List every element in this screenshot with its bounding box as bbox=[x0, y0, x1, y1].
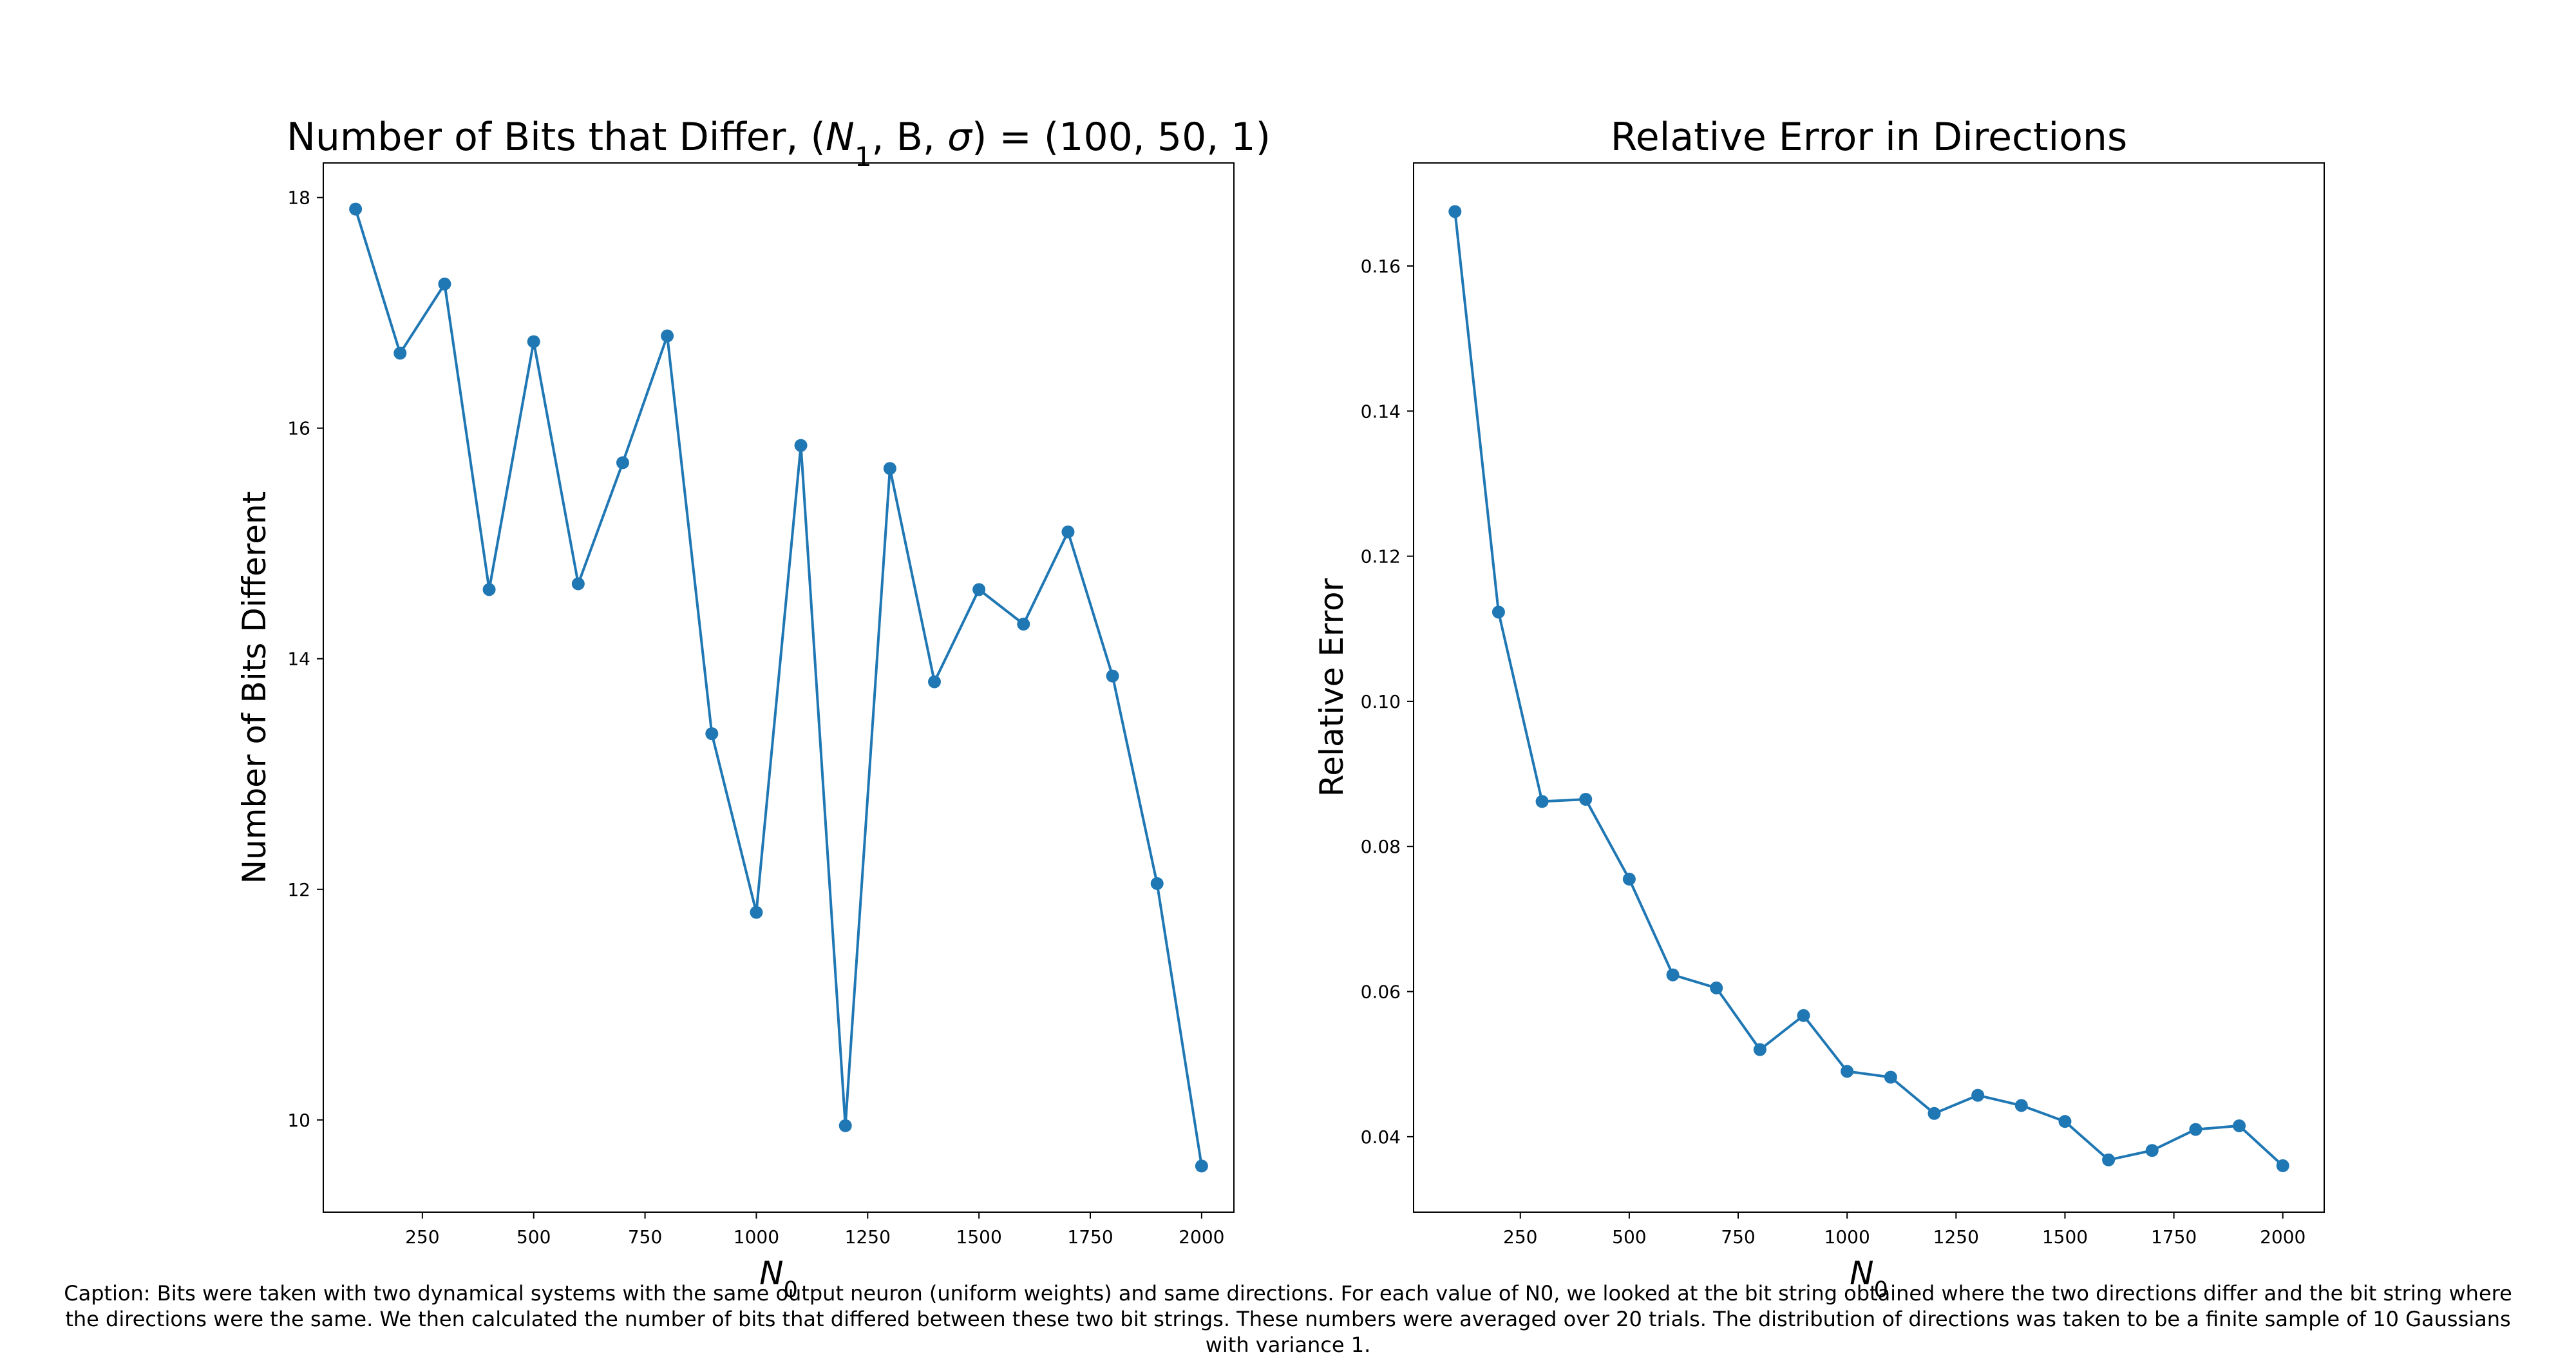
left-x-tick-label: 1750 bbox=[1067, 1226, 1113, 1248]
left-data-point bbox=[838, 1119, 852, 1132]
left-x-tick-label: 500 bbox=[516, 1226, 551, 1248]
right-data-point bbox=[1666, 968, 1680, 982]
right-x-tick-label: 750 bbox=[1721, 1226, 1755, 1248]
right-y-tick-label: 0.10 bbox=[1361, 691, 1401, 712]
right-data-point bbox=[1579, 792, 1593, 806]
left-data-point bbox=[705, 727, 719, 741]
right-data-point bbox=[2014, 1099, 2028, 1112]
right-y-axis-label: Relative Error bbox=[1313, 578, 1350, 797]
right-x-axis-label: N0 bbox=[1850, 1255, 1888, 1303]
caption: Caption: Bits were taken with two dynami… bbox=[0, 1280, 2576, 1358]
left-y-tick-label: 16 bbox=[287, 418, 310, 439]
left-plot-frame bbox=[323, 162, 1235, 1213]
right-data-point bbox=[1797, 1009, 1810, 1022]
right-series-line bbox=[1454, 211, 2284, 1167]
left-x-tick-label: 1250 bbox=[845, 1226, 891, 1248]
right-data-point bbox=[1927, 1107, 1941, 1120]
left-data-point bbox=[571, 577, 585, 591]
right-data-point bbox=[1710, 981, 1723, 994]
right-x-tick-label: 1750 bbox=[2151, 1226, 2197, 1248]
left-series-line bbox=[354, 209, 1203, 1166]
left-x-tick-label: 1500 bbox=[956, 1226, 1002, 1248]
right-data-point bbox=[2233, 1119, 2246, 1132]
left-data-point bbox=[750, 906, 763, 919]
left-data-point bbox=[928, 675, 942, 689]
right-x-tick-label: 1000 bbox=[1824, 1226, 1870, 1248]
caption-line-2: the directions were the same. We then ca… bbox=[65, 1307, 2511, 1331]
right-data-point bbox=[2189, 1123, 2202, 1136]
left-data-point bbox=[616, 456, 629, 470]
right-data-point bbox=[1448, 205, 1462, 218]
right-data-point bbox=[1841, 1065, 1854, 1078]
right-data-point bbox=[1492, 605, 1505, 619]
left-y-tick-label: 18 bbox=[287, 187, 310, 209]
right-data-point bbox=[1535, 795, 1549, 808]
right-y-tick-label: 0.14 bbox=[1361, 401, 1401, 422]
left-data-point bbox=[1017, 618, 1030, 631]
left-x-tick-label: 750 bbox=[628, 1226, 662, 1248]
right-x-tick-label: 1250 bbox=[1933, 1226, 1979, 1248]
left-x-axis-label: N0 bbox=[759, 1255, 798, 1303]
left-data-point bbox=[883, 462, 896, 475]
right-data-point bbox=[1622, 872, 1636, 886]
right-data-point bbox=[2145, 1144, 2159, 1157]
right-y-tick-label: 0.08 bbox=[1361, 836, 1401, 857]
left-y-axis-label: Number of Bits Different bbox=[236, 491, 273, 884]
right-y-tick-label: 0.16 bbox=[1361, 256, 1401, 277]
left-data-point bbox=[1106, 669, 1119, 683]
caption-line-3: with variance 1. bbox=[1205, 1333, 1371, 1357]
right-y-tick-label: 0.06 bbox=[1361, 982, 1401, 1003]
right-chart: 250 500 750 1000 1250 1500 1750 2000 0.04 0.06 0.0… bbox=[1313, 115, 2325, 1303]
left-x-tick-label: 1000 bbox=[734, 1226, 779, 1248]
right-x-tick-label: 250 bbox=[1503, 1226, 1537, 1248]
left-data-point bbox=[661, 329, 674, 343]
left-data-point bbox=[1061, 525, 1075, 538]
right-data-point bbox=[2058, 1115, 2072, 1128]
left-data-point bbox=[527, 335, 540, 348]
right-x-tick-label: 2000 bbox=[2260, 1226, 2306, 1248]
right-y-tick-label: 0.12 bbox=[1361, 546, 1401, 567]
right-x-tick-label: 1500 bbox=[2042, 1226, 2088, 1248]
right-data-point bbox=[1753, 1043, 1766, 1056]
right-data-point bbox=[2276, 1159, 2289, 1172]
left-x-tick-label: 250 bbox=[405, 1226, 439, 1248]
left-x-tick-label: 2000 bbox=[1179, 1226, 1224, 1248]
left-y-tick-label: 12 bbox=[287, 879, 310, 900]
left-data-point bbox=[393, 347, 407, 360]
left-data-point bbox=[1150, 877, 1164, 890]
left-data-point bbox=[438, 277, 451, 290]
caption-line-1: Caption: Bits were taken with two dynami… bbox=[64, 1281, 2512, 1306]
right-x-tick-label: 500 bbox=[1612, 1226, 1646, 1248]
left-data-point bbox=[482, 583, 496, 596]
left-data-point bbox=[349, 202, 363, 216]
left-y-tick-label: 14 bbox=[287, 649, 310, 670]
left-data-point bbox=[1195, 1159, 1208, 1173]
left-chart: 250 500 750 1000 1250 1500 1750 2000 10 12 14 16 18 N… bbox=[236, 115, 1271, 1303]
right-chart-title: Relative Error in Directions bbox=[1611, 115, 2127, 160]
left-data-point bbox=[794, 439, 808, 452]
left-y-tick-label: 10 bbox=[287, 1110, 310, 1131]
left-chart-title: Number of Bits that Differ, (N1, B, σ) =… bbox=[287, 115, 1271, 173]
right-data-point bbox=[2102, 1153, 2116, 1166]
right-plot-frame bbox=[1413, 162, 2325, 1213]
right-data-point bbox=[1884, 1070, 1897, 1084]
left-data-point bbox=[972, 583, 986, 596]
right-y-tick-label: 0.04 bbox=[1361, 1126, 1401, 1148]
right-data-point bbox=[1971, 1088, 1985, 1102]
